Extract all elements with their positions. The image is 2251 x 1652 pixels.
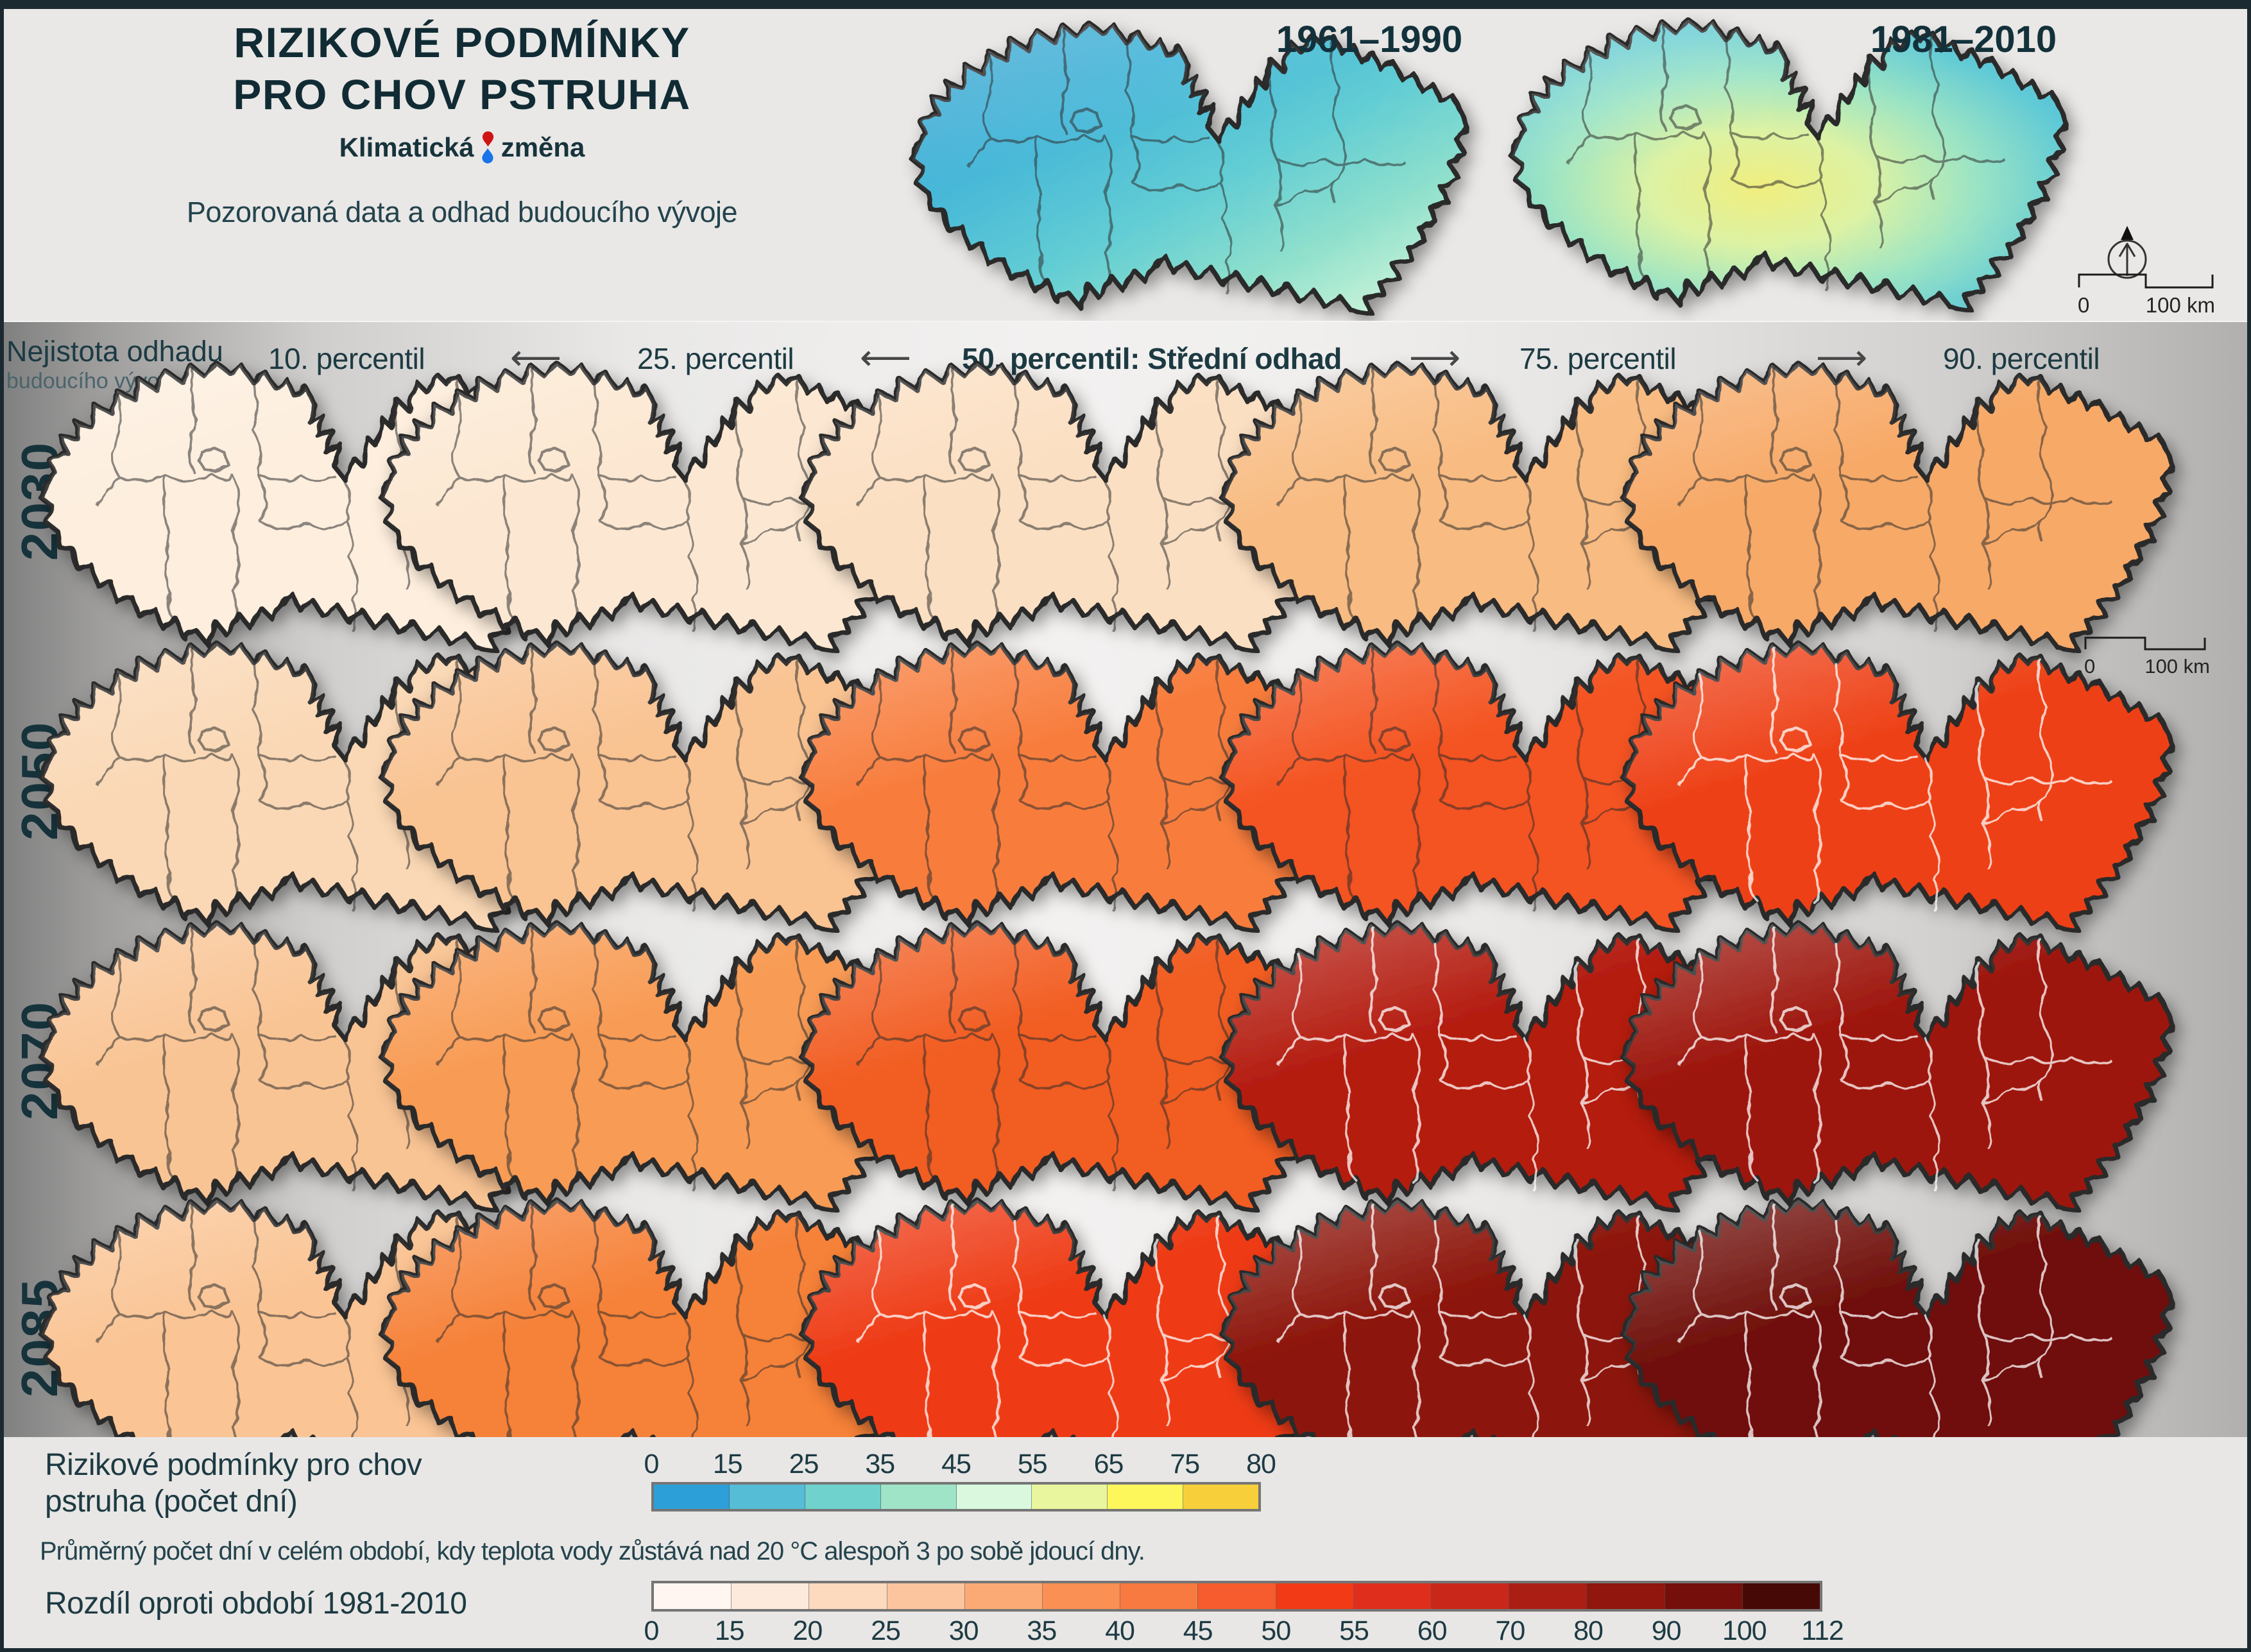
map-2050-p90 [1617, 639, 2182, 933]
ref-map-label-1981-2010: 1981–2010 [1870, 19, 2057, 60]
legend-tick: 75 [1170, 1449, 1200, 1479]
legend-tick: 45 [941, 1449, 971, 1479]
legend-swatch [1587, 1583, 1665, 1609]
legend-tick: 35 [865, 1449, 895, 1479]
legend-tick: 0 [644, 1449, 660, 1479]
scale-zero: 0 [2078, 293, 2090, 317]
legend-swatch [1742, 1583, 1820, 1609]
header-band: RIZIKOVÉ PODMÍNKY PRO CHOV PSTRUHA Klima… [0, 0, 2251, 321]
legend-days-title-line1: Rizikové podmínky pro chov [45, 1448, 422, 1482]
legend-tick: 50 [1261, 1615, 1291, 1646]
legend-tick: 20 [792, 1615, 823, 1646]
north-arrow-icon [2107, 226, 2148, 284]
scale-bar-icon [2078, 273, 2214, 289]
legend-tick: 80 [1573, 1615, 1604, 1646]
legend-tick: 45 [1183, 1615, 1213, 1646]
legend-swatch [956, 1485, 1032, 1509]
scale-bar-icon [2084, 636, 2206, 651]
legend-swatch [964, 1583, 1043, 1609]
legend-tick: 65 [1093, 1449, 1124, 1479]
legend-band: Rizikové podmínky pro chov pstruha (poče… [0, 1437, 2251, 1652]
legend-swatch [1043, 1583, 1121, 1609]
title-block: RIZIKOVÉ PODMÍNKY PRO CHOV PSTRUHA Klima… [103, 17, 821, 229]
legend-tick: 25 [789, 1449, 819, 1479]
percentile-grid-band: Nejistota odhadu budoucího vývoje 10. pe… [0, 321, 2251, 1440]
legend-swatch [1183, 1485, 1258, 1509]
legend-days-title: Rizikové podmínky pro chov pstruha (poče… [45, 1447, 422, 1520]
legend-swatch [1032, 1485, 1108, 1509]
legend-tick: 25 [871, 1615, 901, 1646]
legend-tick: 30 [948, 1615, 979, 1646]
legend-tick: 112 [1801, 1615, 1844, 1646]
poster-title-line1: RIZIKOVÉ PODMÍNKY [234, 19, 690, 66]
klimaticka-zmena-logo: Klimatická změna [339, 129, 585, 166]
legend-days-title-line2: pstruha (počet dní) [45, 1484, 298, 1519]
legend-tick: 55 [1017, 1449, 1048, 1479]
legend-diff-title: Rozdíl oproti období 1981-2010 [45, 1587, 467, 1621]
poster-title-line2: PRO CHOV PSTRUHA [233, 70, 691, 118]
direction-arrow-left: ⟵ [859, 337, 912, 377]
header-subtitle: Pozorovaná data a odhad budoucího vývoje [186, 196, 738, 229]
logo-word-right: změna [501, 132, 585, 163]
water-drops-icon [482, 131, 493, 164]
legend-days-ticks: 0 15 25 35 45 55 65 75 80 [644, 1449, 1276, 1479]
scale-bar-header: 0 100 km [2078, 272, 2215, 318]
legend-swatch [1120, 1583, 1199, 1609]
legend-swatch [1665, 1583, 1743, 1609]
uncertainty-line1: Nejistota odhadu [6, 335, 223, 368]
legend-swatch [1198, 1583, 1276, 1609]
scale-100km: 100 km [2145, 293, 2215, 317]
legend-tick: 35 [1027, 1615, 1057, 1646]
column-header-90-percentil: 90. percentil [1942, 342, 2100, 375]
legend-tick: 100 [1722, 1615, 1767, 1646]
legend-tick: 15 [714, 1615, 745, 1646]
legend-tick: 55 [1339, 1615, 1369, 1646]
legend-tick: 0 [644, 1615, 660, 1646]
scale-bar-grid: 0 100 km [2084, 635, 2210, 678]
top-border-bar [0, 0, 2251, 9]
legend-tick: 15 [712, 1449, 743, 1479]
legend-swatch [732, 1583, 810, 1609]
legend-tick: 60 [1417, 1615, 1448, 1646]
legend-swatch [1432, 1583, 1510, 1609]
column-header-75-percentil: 75. percentil [1519, 342, 1677, 375]
scale-100km: 100 km [2144, 655, 2210, 677]
legend-swatch [729, 1485, 805, 1509]
legend-swatch [1509, 1583, 1588, 1609]
legend-swatch [654, 1583, 732, 1609]
legend-swatch [1353, 1583, 1432, 1609]
legend-diff-ticks: 0 15 20 25 30 35 40 45 50 55 60 70 80 90 100 112 [644, 1615, 1844, 1646]
legend-days-note: Průměrný počet dní v celém období, kdy t… [40, 1537, 1145, 1565]
reference-map-1961-1990 [902, 19, 1480, 316]
scale-zero: 0 [2084, 655, 2096, 677]
logo-word-left: Klimatická [339, 132, 474, 163]
legend-swatch [1108, 1485, 1184, 1509]
legend-tick: 70 [1495, 1615, 1525, 1646]
legend-swatch [654, 1485, 730, 1509]
map-2070-p90 [1617, 919, 2182, 1213]
legend-diff-scale [651, 1581, 1822, 1612]
legend-swatch [809, 1583, 887, 1609]
legend-swatch [1276, 1583, 1354, 1609]
ref-map-label-1961-1990: 1961–1990 [1276, 19, 1463, 60]
legend-tick: 90 [1651, 1615, 1682, 1646]
legend-tick: 40 [1105, 1615, 1135, 1646]
column-header-10-percentil: 10. percentil [268, 342, 425, 375]
legend-days-scale [651, 1482, 1261, 1511]
column-header-25-percentil: 25. percentil [637, 342, 794, 375]
legend-swatch [887, 1583, 965, 1609]
legend-swatch [880, 1485, 957, 1509]
map-2030-p90 [1617, 359, 2182, 653]
legend-swatch [805, 1485, 881, 1509]
legend-tick: 80 [1246, 1449, 1276, 1479]
